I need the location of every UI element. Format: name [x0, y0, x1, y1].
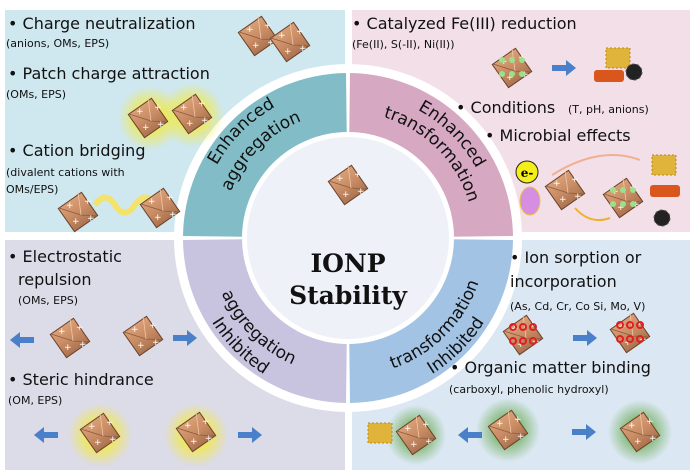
- adsorbed-ion-dot: [610, 201, 616, 207]
- bl-item-2-title: • Steric hindrance: [8, 370, 154, 389]
- arrow-icon: [458, 427, 482, 443]
- tl-item-2-title: • Patch charge attraction: [8, 64, 210, 83]
- pathway-arrow: [574, 207, 611, 221]
- arrow-icon: [173, 330, 197, 346]
- lepidocrocite-rod-icon: [594, 70, 624, 82]
- adsorbed-ion-dot: [519, 323, 527, 331]
- bl-item-1-detail: (OMs, EPS): [18, 294, 78, 307]
- br-item-2-detail: (carboxyl, phenolic hydroxyl): [449, 383, 609, 396]
- lepidocrocite-rod-icon: [650, 185, 680, 197]
- br-item-1-title: • Ion sorption or: [510, 248, 642, 267]
- adsorbed-ion-dot: [626, 321, 634, 329]
- polymer-bridge-icon: [92, 194, 158, 216]
- adsorbed-ion-dot: [626, 335, 634, 343]
- adsorbed-ion-dot: [630, 201, 636, 207]
- tr-item-1-title: • Catalyzed Fe(III) reduction: [352, 14, 577, 33]
- electron-label: e-: [521, 166, 534, 180]
- bl-item-1-title-2: repulsion: [18, 270, 92, 289]
- adsorbed-ion-dot: [610, 187, 616, 193]
- adsorbed-ion-dot: [509, 71, 515, 77]
- tr-item-2-detail: (T, pH, anions): [568, 103, 649, 116]
- tr-item-1-detail: (Fe(II), S(-II), Ni(II)): [352, 38, 455, 51]
- tl-item-3-detail: (divalent cations with: [6, 166, 125, 179]
- adsorbed-ion-dot: [620, 201, 626, 207]
- goethite-needles-icon: [367, 422, 393, 444]
- adsorbed-ion-dot: [509, 323, 517, 331]
- tl-item-1-detail: (anions, OMs, EPS): [6, 37, 109, 50]
- arrow-icon: [573, 330, 597, 346]
- br-item-2-title: • Organic matter binding: [450, 358, 651, 377]
- adsorbed-ion-dot: [529, 323, 537, 331]
- tr-item-2-title: • Conditions: [456, 98, 555, 117]
- center-core: [247, 137, 449, 339]
- arrow-icon: [34, 427, 58, 443]
- center-title-line2: Stability: [289, 281, 408, 310]
- adsorbed-ion-dot: [616, 321, 624, 329]
- tr-item-3-title: • Microbial effects: [485, 126, 631, 145]
- br-item-1-detail: (As, Cd, Cr, Co Si, Mo, V): [510, 300, 645, 313]
- tl-item-2-detail: (OMs, EPS): [6, 88, 66, 101]
- adsorbed-ion-dot: [509, 57, 515, 63]
- adsorbed-ion-dot: [630, 187, 636, 193]
- arrow-icon: [572, 424, 596, 440]
- adsorbed-ion-dot: [499, 71, 505, 77]
- tl-item-3-title: • Cation bridging: [8, 141, 145, 160]
- adsorbed-ion-dot: [636, 321, 644, 329]
- magnetite-cluster-icon: [653, 209, 671, 227]
- adsorbed-ion-dot: [529, 337, 537, 345]
- bl-item-1-title: • Electrostatic: [8, 247, 122, 266]
- pathway-arrow: [551, 154, 641, 176]
- adsorbed-ion-dot: [499, 57, 505, 63]
- tl-item-3-detail-2: OMs/EPS): [6, 183, 58, 196]
- electron-icon: [515, 160, 539, 184]
- arrow-icon: [10, 332, 34, 348]
- adsorbed-ion-dot: [636, 335, 644, 343]
- adsorbed-ion-dot: [519, 57, 525, 63]
- goethite-needles-icon: [605, 47, 631, 69]
- arrow-icon: [552, 60, 576, 76]
- microbe-icon: [519, 186, 541, 216]
- tl-item-1-title: • Charge neutralization: [8, 14, 196, 33]
- br-item-1-title-2: incorporation: [510, 272, 617, 291]
- adsorbed-ion-dot: [519, 337, 527, 345]
- magnetite-cluster-icon: [625, 63, 643, 81]
- adsorbed-ion-dot: [509, 337, 517, 345]
- bl-item-2-detail: (OM, EPS): [8, 394, 62, 407]
- adsorbed-ion-dot: [616, 335, 624, 343]
- goethite-needles-icon: [651, 154, 677, 176]
- center-title-line1: IONP: [310, 249, 385, 278]
- adsorbed-ion-dot: [620, 187, 626, 193]
- arrow-icon: [238, 427, 262, 443]
- adsorbed-ion-dot: [519, 71, 525, 77]
